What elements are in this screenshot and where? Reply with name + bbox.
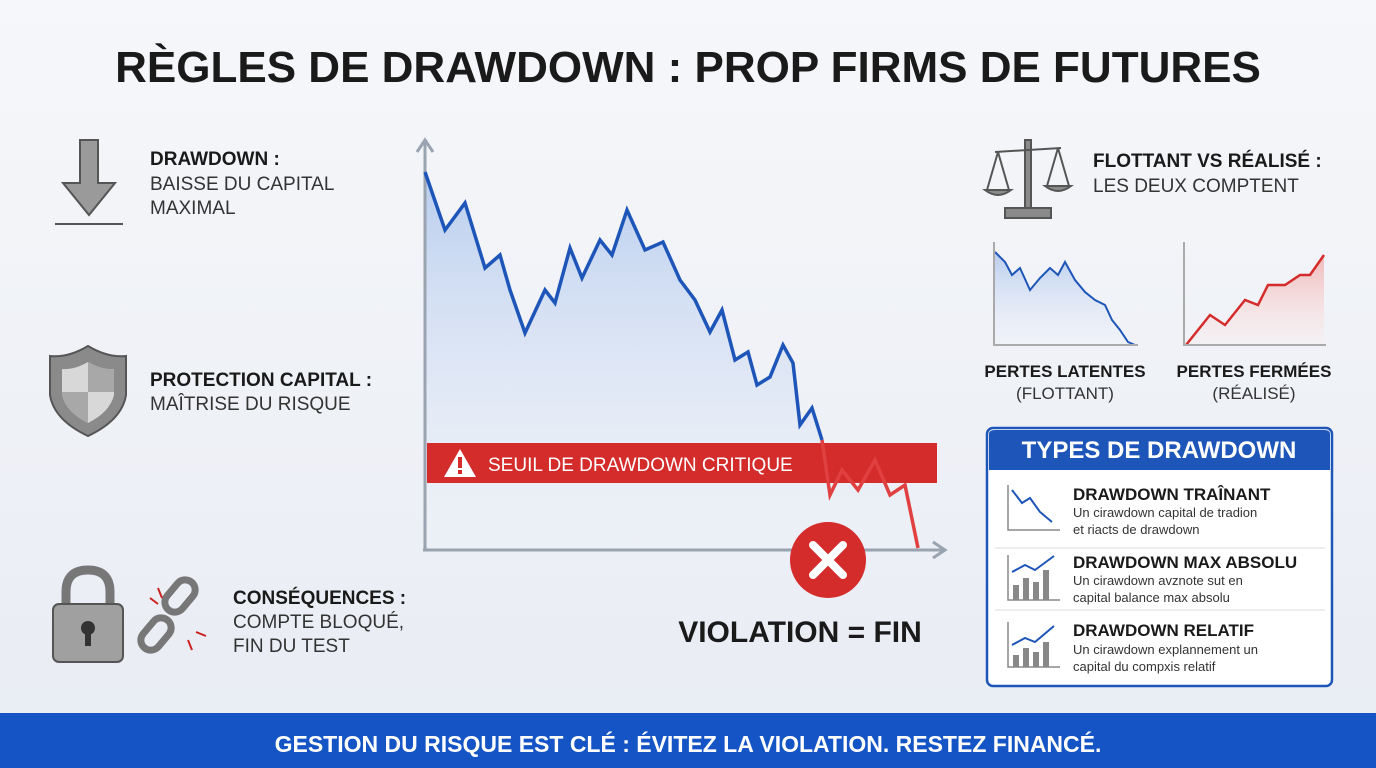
footer-bar [0, 713, 1376, 768]
mini-chart-realized [1183, 242, 1326, 346]
title: RÈGLES DE DRAWDOWN : PROP FIRMS DE FUTUR… [115, 42, 1261, 92]
item-text: MAÎTRISE DU RISQUE [150, 393, 351, 415]
panel-sublabel: (FLOTTANT) [1016, 384, 1114, 403]
item-text: BAISSE DU CAPITAL [150, 174, 334, 195]
type-text: Un cirawdown avznote sut en [1073, 573, 1243, 588]
types-box-title: TYPES DE DRAWDOWN [1022, 437, 1297, 464]
type-text: capital balance max absolu [1073, 590, 1230, 605]
threshold-label: SEUIL DE DRAWDOWN CRITIQUE [488, 455, 793, 476]
item-heading: CONSÉQUENCES : [233, 587, 406, 609]
footer-text: GESTION DU RISQUE EST CLÉ : ÉVITEZ LA VI… [275, 730, 1102, 757]
type-text: Un cirawdown capital de tradion [1073, 505, 1257, 520]
type-icon [1007, 485, 1060, 531]
main-chart [415, 137, 948, 598]
type-icon [1007, 622, 1060, 668]
right-heading: FLOTTANT VS RÉALISÉ : [1093, 150, 1322, 172]
item-text: COMPTE BLOQUÉ, [233, 612, 404, 633]
types-box [985, 426, 1334, 688]
panel-label: PERTES LATENTES [984, 362, 1145, 381]
item-text: MAXIMAL [150, 198, 236, 219]
type-icon [1007, 555, 1060, 601]
item-text: FIN DU TEST [233, 636, 350, 657]
panel-sublabel: (RÉALISÉ) [1212, 384, 1295, 403]
item-heading: DRAWDOWN : [150, 149, 280, 170]
right-subheading: LES DEUX COMPTENT [1093, 176, 1299, 197]
item-heading: PROTECTION CAPITAL : [150, 370, 372, 391]
type-text: capital du compxis relatif [1073, 659, 1216, 674]
result-label: VIOLATION = FIN [678, 616, 922, 649]
types-box-header [989, 430, 1330, 470]
panel-label: PERTES FERMÉES [1177, 362, 1332, 381]
type-text: Un cirawdown explannement un [1073, 642, 1258, 657]
type-text: et riacts de drawdown [1073, 522, 1199, 537]
type-heading: DRAWDOWN MAX ABSOLU [1073, 553, 1297, 572]
down-arrow-icon [55, 139, 123, 225]
shield-icon [49, 344, 127, 438]
type-heading: DRAWDOWN RELATIF [1073, 621, 1254, 640]
mini-chart-floating [993, 242, 1138, 346]
lock-icon [52, 565, 124, 663]
broken-chain-icon [137, 576, 207, 654]
type-heading: DRAWDOWN TRAÎNANT [1073, 485, 1271, 504]
scale-icon [982, 139, 1074, 219]
